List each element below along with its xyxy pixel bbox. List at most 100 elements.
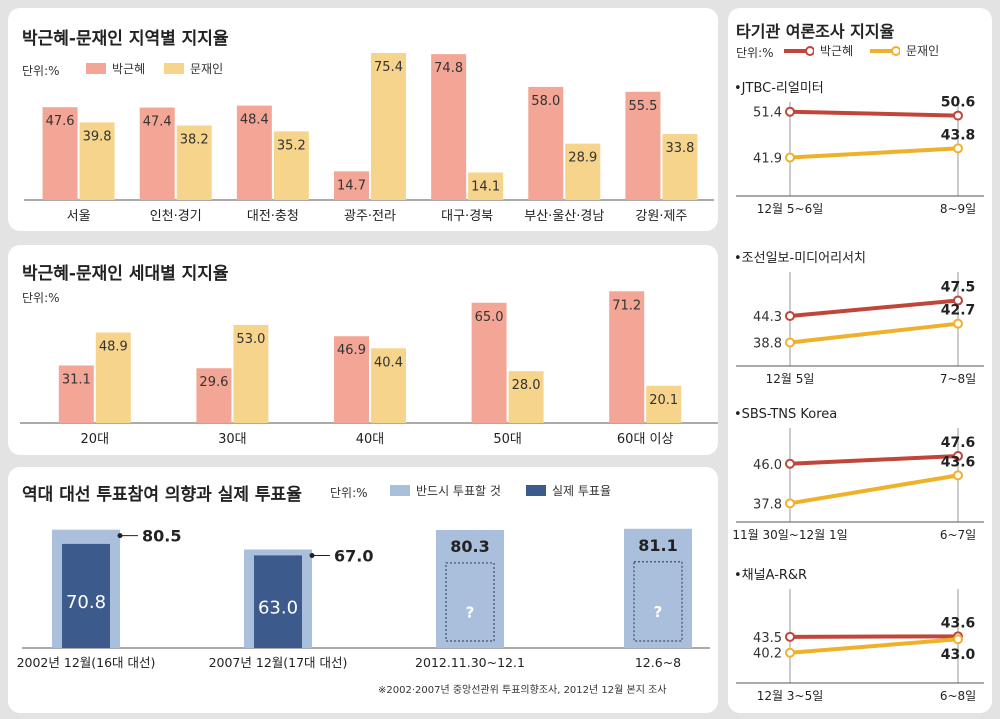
category-label: 20대 (81, 432, 110, 447)
park-bar (42, 107, 78, 200)
unknown-turnout-box (633, 561, 683, 642)
start-value-label: 38.8 (753, 336, 782, 351)
intent-value-label: 80.5 (142, 527, 181, 546)
x-tick-label: 12월 5일 (766, 372, 815, 386)
poll-title: •SBS-TNS Korea (734, 407, 837, 422)
actual-swatch (526, 485, 546, 496)
end-value-label: 42.7 (941, 303, 976, 319)
moon-line (789, 321, 959, 345)
category-label: 인천·경기 (150, 209, 202, 224)
end-value-label: 43.0 (941, 647, 976, 663)
end-value-label: 43.6 (941, 454, 976, 470)
regional-chart: 47.6 39.8 서울 47.4 38.2 인천·경기 48.4 35.2 대전·충청 14.7… (24, 52, 714, 224)
bar-value-label: 58.0 (531, 94, 560, 109)
start-value-label: 51.4 (753, 106, 782, 121)
poll-title: •채널A-R&R (734, 568, 807, 583)
moon-bar (233, 324, 269, 423)
unknown-turnout-box (445, 562, 495, 642)
park-bar (471, 302, 507, 423)
bar-value-label: 31.1 (62, 372, 91, 387)
side-legend-park: 박근혜 (784, 42, 853, 59)
bar-value-label: 48.4 (240, 113, 269, 128)
category-label: 50대 (493, 432, 522, 447)
park-bar (334, 336, 369, 423)
intent-value-label: 80.3 (450, 537, 489, 556)
legend-label: 박근혜 (112, 62, 146, 76)
category-label: 2007년 12월(17대 대선) (209, 655, 348, 670)
turnout-legend-intent: 반드시 투표할 것 (390, 482, 501, 499)
x-tick-label: 12월 3~5일 (757, 689, 824, 703)
side-title: 타기관 여론조사 지지율 (736, 22, 895, 41)
legend-label: 박근혜 (820, 44, 854, 58)
bar-value-label: 75.4 (374, 60, 403, 75)
moon-bar (371, 52, 406, 200)
moon-line (789, 146, 959, 160)
legend-label: 반드시 투표할 것 (416, 484, 501, 498)
age-title: 박근혜-문재인 세대별 지지율 (22, 264, 229, 284)
moon-bar (273, 131, 309, 200)
legend-label: 실제 투표율 (552, 484, 612, 498)
data-point (953, 110, 963, 121)
park-bar (625, 91, 661, 200)
legend-label: 문재인 (906, 44, 940, 58)
bar-value-label: 14.1 (471, 180, 500, 195)
bar-value-label: 14.7 (337, 178, 366, 193)
bar-value-label: 71.2 (612, 298, 641, 313)
park-bar (139, 107, 175, 200)
actual-value-label: 70.8 (66, 592, 106, 613)
x-tick-label: 12월 5~6일 (757, 202, 824, 216)
category-label: 60대 이상 (617, 432, 674, 447)
bar-value-label: 53.0 (236, 332, 265, 347)
park-bar (236, 105, 272, 200)
park-line (789, 298, 959, 318)
data-point (953, 295, 963, 306)
end-value-label: 50.6 (941, 95, 976, 111)
turnout-chart: 70.8 80.5 2002년 12월(16대 대선) 63.0 67.0 2007년 1… (17, 527, 710, 670)
x-tick-label: 6~7일 (940, 528, 976, 542)
moon-line-swatch (870, 45, 900, 56)
data-point (785, 152, 795, 163)
moon-bar (176, 125, 212, 200)
turnout-panel: 역대 대선 투표참여 의향과 실제 투표율 단위:% 반드시 투표할 것 실제 … (8, 467, 718, 713)
age-chart: 31.1 48.9 20대 29.6 53.0 30대 46.9 40.4 40대 65.0 28.… (20, 291, 718, 447)
start-value-label: 37.8 (753, 497, 782, 512)
park-bar (58, 365, 94, 423)
data-point (785, 310, 795, 321)
bar-value-label: 47.6 (46, 114, 75, 129)
moon-bar (662, 134, 698, 200)
regional-legend-park: 박근혜 (86, 60, 145, 77)
category-label: 광주·전라 (344, 209, 396, 224)
data-point (953, 451, 963, 462)
bar-value-label: 28.0 (512, 378, 541, 393)
bar-value-label: 47.4 (143, 115, 172, 130)
x-tick-label: 8~9일 (940, 202, 976, 216)
actual-bar (62, 543, 110, 648)
data-point (785, 631, 795, 642)
bar-value-label: 29.6 (199, 375, 228, 390)
park-bar (431, 54, 467, 200)
data-point (953, 143, 963, 154)
park-bar (609, 291, 645, 423)
bar-value-label: 38.2 (180, 133, 209, 148)
poll-title: •JTBC-리얼미터 (734, 81, 824, 96)
age-panel: 박근혜-문재인 세대별 지지율 단위:% 31.1 48.9 20대 29.6 53.0… (8, 245, 718, 455)
category-label: 부산·울산·경남 (524, 209, 604, 224)
x-tick-label: 11월 30일~12월 1일 (732, 528, 847, 542)
poll-title: •조선일보-미디어리서치 (734, 251, 866, 266)
end-value-label: 47.6 (941, 435, 976, 451)
moon-bar (468, 172, 504, 200)
park-line (789, 109, 959, 118)
moon-swatch (164, 63, 184, 74)
category-label: 12.6~8 (635, 655, 681, 670)
side-charts: •JTBC-리얼미터 51.4 41.9 50.6 43.8 12월 5~6일 8~9일 •조… (732, 81, 984, 703)
bar-value-label: 28.9 (568, 151, 597, 166)
actual-bar (254, 555, 302, 648)
data-point (785, 458, 795, 469)
regional-unit: 단위:% (22, 64, 60, 78)
start-value-label: 43.5 (753, 631, 782, 646)
bar-value-label: 55.5 (628, 99, 657, 114)
category-label: 대전·충청 (247, 209, 299, 224)
park-swatch (86, 63, 106, 74)
bar-value-label: 65.0 (475, 310, 504, 325)
category-label: 30대 (218, 432, 247, 447)
